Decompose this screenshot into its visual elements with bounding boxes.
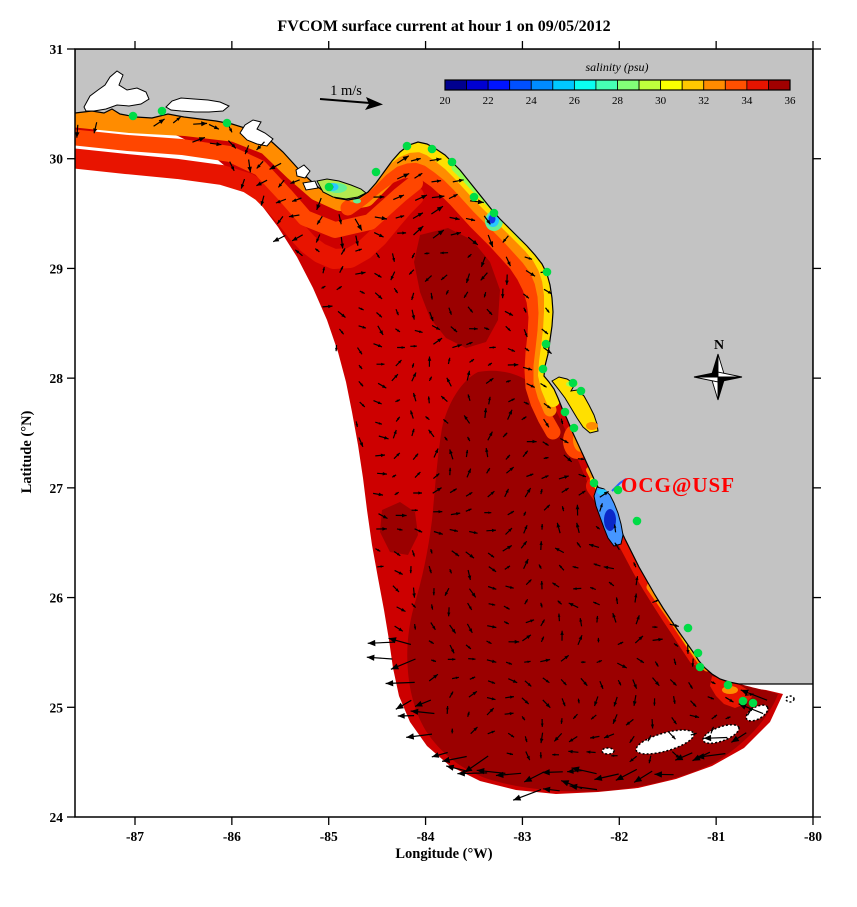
- colorbar-tick-label: 34: [741, 95, 753, 107]
- station-dot: [324, 182, 334, 192]
- st-joseph-bay: [295, 164, 311, 179]
- colorbar-tick-label: 30: [655, 95, 667, 107]
- station-dot: [613, 485, 623, 495]
- station-markers: [128, 106, 758, 708]
- x-tick-label: -84: [417, 829, 435, 844]
- current-arrow-field: [75, 116, 768, 801]
- x-tick-label: -87: [126, 829, 144, 844]
- land-florida: [75, 49, 813, 685]
- station-dot: [569, 423, 579, 433]
- x-axis-label: Longitude (°W): [395, 846, 492, 862]
- y-tick-label: 26: [50, 591, 64, 606]
- station-dot: [222, 118, 232, 128]
- y-tick-label: 28: [50, 371, 64, 386]
- x-tick-label: -81: [707, 829, 725, 844]
- station-dot: [632, 516, 642, 526]
- x-tick-label: -80: [804, 829, 822, 844]
- station-dot: [447, 157, 457, 167]
- station-dot: [542, 267, 552, 277]
- x-tick-label: -83: [513, 829, 531, 844]
- colorbar-tick-label: 26: [569, 95, 581, 107]
- colorbar-cell: [444, 79, 467, 91]
- station-dot: [589, 478, 599, 488]
- colorbar-cell: [573, 79, 597, 91]
- figure-title: FVCOM surface current at hour 1 on 09/05…: [277, 18, 610, 35]
- colorbar-cell: [660, 79, 683, 91]
- station-dot: [693, 648, 703, 658]
- x-tick-label: -86: [223, 829, 241, 844]
- station-dot: [427, 144, 437, 154]
- choctawhatchee-bay: [165, 97, 230, 113]
- colorbar-cell: [638, 79, 662, 91]
- colorbar-cell: [487, 79, 511, 91]
- y-tick-label: 24: [50, 810, 64, 825]
- colorbar-tick-label: 32: [698, 95, 709, 107]
- axes-frame: [74, 48, 814, 818]
- colorbar-tick-label: 22: [483, 95, 494, 107]
- y-tick-label: 30: [50, 152, 64, 167]
- compass-n-label: N: [714, 338, 724, 353]
- colorbar-tick-label: 20: [440, 95, 452, 107]
- y-tick-label: 31: [50, 42, 64, 57]
- colorbar-cell: [681, 79, 705, 91]
- station-dot: [371, 167, 381, 177]
- colorbar-title: salinity (psu): [586, 60, 649, 74]
- y-axis-label: Latitude (°N): [19, 410, 35, 493]
- colorbar-cell: [703, 79, 726, 91]
- station-dot: [157, 106, 167, 116]
- ocg-usf-watermark: OCG@USF: [621, 473, 735, 497]
- colorbar-cell: [724, 79, 748, 91]
- station-dot: [128, 111, 138, 121]
- y-tick-labels: 31 30 29 28 27 26 25 24: [50, 42, 64, 825]
- station-dot: [683, 623, 693, 633]
- scale-arrow-label: 1 m/s: [330, 83, 362, 99]
- colorbar: salinity (psu) 20 22 24 26 28 30 32 34 36: [440, 60, 797, 107]
- station-dot: [576, 386, 586, 396]
- map-plot-area: [75, 49, 813, 817]
- y-tick-label: 29: [50, 261, 64, 276]
- colorbar-cell: [466, 79, 489, 91]
- colorbar-cell: [509, 79, 532, 91]
- compass-rose: N: [693, 338, 743, 401]
- colorbar-cell: [552, 79, 575, 91]
- scale-arrow-legend: 1 m/s: [319, 83, 383, 110]
- st-andrew-bay: [239, 119, 274, 147]
- x-tick-label: -82: [610, 829, 628, 844]
- station-dot: [568, 378, 578, 388]
- colorbar-cell: [617, 79, 640, 91]
- colorbar-tick-label: 28: [612, 95, 624, 107]
- axis-ticks: [67, 41, 821, 825]
- colorbar-tick-label: 24: [526, 95, 538, 107]
- scale-arrow-head: [365, 97, 383, 110]
- x-tick-label: -85: [320, 829, 338, 844]
- station-dot: [748, 698, 758, 708]
- station-dot: [541, 339, 551, 349]
- station-dot: [402, 141, 412, 151]
- station-dot: [695, 662, 705, 672]
- pensacola-bay: [83, 70, 150, 112]
- station-dot: [469, 192, 479, 202]
- apalachicola-lagoon: [302, 180, 319, 191]
- y-tick-label: 27: [50, 481, 64, 496]
- station-dot: [738, 696, 748, 706]
- colorbar-tick-label: 36: [785, 95, 797, 107]
- station-dot: [723, 680, 733, 690]
- x-tick-labels: -87 -86 -85 -84 -83 -82 -81 -80: [126, 829, 822, 844]
- florida-keys: [601, 695, 795, 755]
- colorbar-cell: [530, 79, 554, 91]
- station-dot: [560, 407, 570, 417]
- station-dot: [538, 364, 548, 374]
- y-tick-label: 25: [50, 700, 64, 715]
- colorbar-cell: [595, 79, 618, 91]
- colorbar-cell: [746, 79, 769, 91]
- colorbar-cell: [768, 79, 791, 91]
- station-dot: [489, 208, 499, 218]
